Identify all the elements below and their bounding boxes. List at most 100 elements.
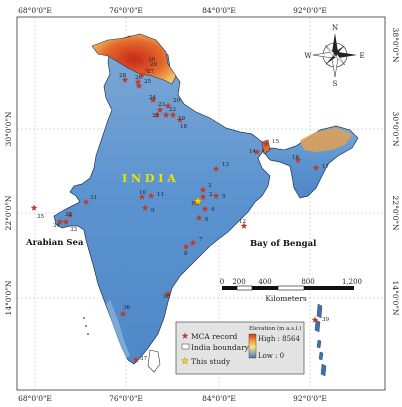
mca-record-label: 31 xyxy=(90,195,97,201)
mca-record-marker xyxy=(176,116,184,123)
northeast-elevation xyxy=(300,128,352,152)
india-landmass xyxy=(53,35,271,365)
lon-label-top: 68°0'0"E xyxy=(18,6,52,15)
legend-record-star-icon xyxy=(181,332,189,339)
legend-elevation-title: Elevation (m a.s.l.) xyxy=(249,325,301,332)
scale-tick-label: 400 xyxy=(258,278,271,286)
mca-record-label: 14 xyxy=(249,149,257,155)
mca-record-marker xyxy=(312,164,320,171)
legend-boundary-swatch xyxy=(181,343,190,350)
mca-record-label: 24 xyxy=(149,95,157,101)
mca-record-label: 3 xyxy=(208,183,212,189)
legend-mca-record: MCA record xyxy=(191,332,238,341)
compass-needle-nw xyxy=(324,44,335,57)
graticule-top: 68°0'0"E 76°0'0"E 84°0'0"E 92°0'0"E xyxy=(18,6,327,15)
mca-record-marker xyxy=(294,156,302,163)
mca-record-label: 35 xyxy=(37,214,45,220)
lat-label-left: 22°0'0"N xyxy=(4,195,13,230)
mca-record-label: 26 xyxy=(135,75,143,81)
mca-record-label: 25 xyxy=(144,79,152,85)
lakshadweep-islands xyxy=(83,317,89,335)
mca-record-marker xyxy=(189,239,197,246)
mca-record-label: 37 xyxy=(140,356,148,362)
mca-record-label: 15 xyxy=(272,139,280,145)
lat-label-left: 14°0'0"N xyxy=(4,280,13,315)
lon-label-bottom: 76°0'0"E xyxy=(109,394,143,403)
lon-label-bottom: 68°0'0"E xyxy=(18,394,52,403)
mca-record-label: 5 xyxy=(222,194,226,200)
mca-record-marker xyxy=(66,211,74,218)
mca-record-label: 28 xyxy=(119,73,127,79)
compass-needle-east xyxy=(335,52,357,58)
mca-record-marker xyxy=(56,218,64,225)
mca-record-marker xyxy=(240,222,248,229)
compass-needle-se xyxy=(335,53,346,66)
scale-bar-segment xyxy=(252,286,278,290)
graticule-left: 30°0'0"N 22°0'0"N 14°0'0"N xyxy=(4,111,13,315)
western-ghats-elevation xyxy=(106,300,130,358)
scale-bar-segment xyxy=(277,285,305,291)
mca-record-marker xyxy=(164,102,172,109)
mca-record-marker xyxy=(82,198,90,205)
mca-record-marker xyxy=(311,316,319,323)
andaman-nicobar-islands xyxy=(314,303,327,377)
this-study-star-icon xyxy=(193,195,203,206)
mca-record-marker xyxy=(199,186,207,193)
mca-record-marker xyxy=(212,165,220,172)
scale-bar-segment xyxy=(304,286,354,290)
mca-record-label: 32 xyxy=(65,212,73,218)
mca-record-label: 16 xyxy=(292,155,300,161)
graticule-right: 38°0'0"N 30°0'0"N 22°0'0"N 14°0'0"N xyxy=(391,28,400,316)
lon-label-bottom: 84°0'0"E xyxy=(202,394,236,403)
mca-record-label: 10 xyxy=(139,190,147,196)
mca-record-marker xyxy=(149,96,157,103)
mca-record-label: 4 xyxy=(211,207,215,213)
mca-record-label: 13 xyxy=(222,162,230,168)
compass-w: W xyxy=(304,52,312,60)
lat-label-right: 22°0'0"N xyxy=(391,196,400,231)
mca-record-label: 18 xyxy=(180,124,188,130)
legend-box xyxy=(175,321,305,375)
mca-record-label: 30 xyxy=(148,57,156,63)
north-arrow: N S E W xyxy=(304,24,364,88)
mca-record-marker xyxy=(253,148,261,155)
mca-record-marker xyxy=(62,218,70,225)
mca-record-marker xyxy=(119,310,127,317)
mca-record-marker xyxy=(153,111,161,118)
mca-record-marker xyxy=(136,58,144,65)
compass-e: E xyxy=(359,52,364,60)
mca-record-label: 20 xyxy=(173,98,181,104)
mca-record-label: 23 xyxy=(158,102,166,108)
mca-record-marker xyxy=(169,111,177,118)
scale-tick-label: 1,200 xyxy=(342,278,362,286)
mca-record-marker xyxy=(138,71,146,78)
mca-record-marker xyxy=(182,243,190,250)
compass-needle-ne xyxy=(334,45,345,54)
lat-label-right: 30°0'0"N xyxy=(391,112,400,147)
mca-record-label: 34 xyxy=(53,223,61,229)
mca-record-marker xyxy=(156,106,164,113)
mca-record-label: 19 xyxy=(178,116,186,122)
mca-record-label: 8 xyxy=(184,251,188,257)
mca-record-label: 17 xyxy=(322,164,330,170)
mca-record-label: 11 xyxy=(157,192,164,198)
legend-elevation-ramp xyxy=(248,333,257,359)
mca-record-marker xyxy=(30,204,38,211)
mca-record-label: 36 xyxy=(123,305,131,311)
sri-lanka xyxy=(147,349,161,373)
mca-record-marker xyxy=(143,66,151,73)
compass-s: S xyxy=(333,80,338,88)
legend-india-boundary: India boundary xyxy=(191,343,250,352)
mca-record-marker xyxy=(147,192,155,199)
compass-needle-west xyxy=(312,51,336,59)
mca-record-label: 1 xyxy=(191,201,195,207)
mca-record-label: 33 xyxy=(70,227,78,233)
legend-elevation-high: High : 8564 xyxy=(258,335,301,343)
mca-record-marker xyxy=(132,356,140,363)
lon-label-top: 76°0'0"E xyxy=(109,6,143,15)
mca-record-marker xyxy=(138,193,146,200)
mca-record-label: 6 xyxy=(205,217,209,223)
scale-tick-label: 200 xyxy=(232,278,245,286)
compass-needle-sw xyxy=(325,56,336,65)
